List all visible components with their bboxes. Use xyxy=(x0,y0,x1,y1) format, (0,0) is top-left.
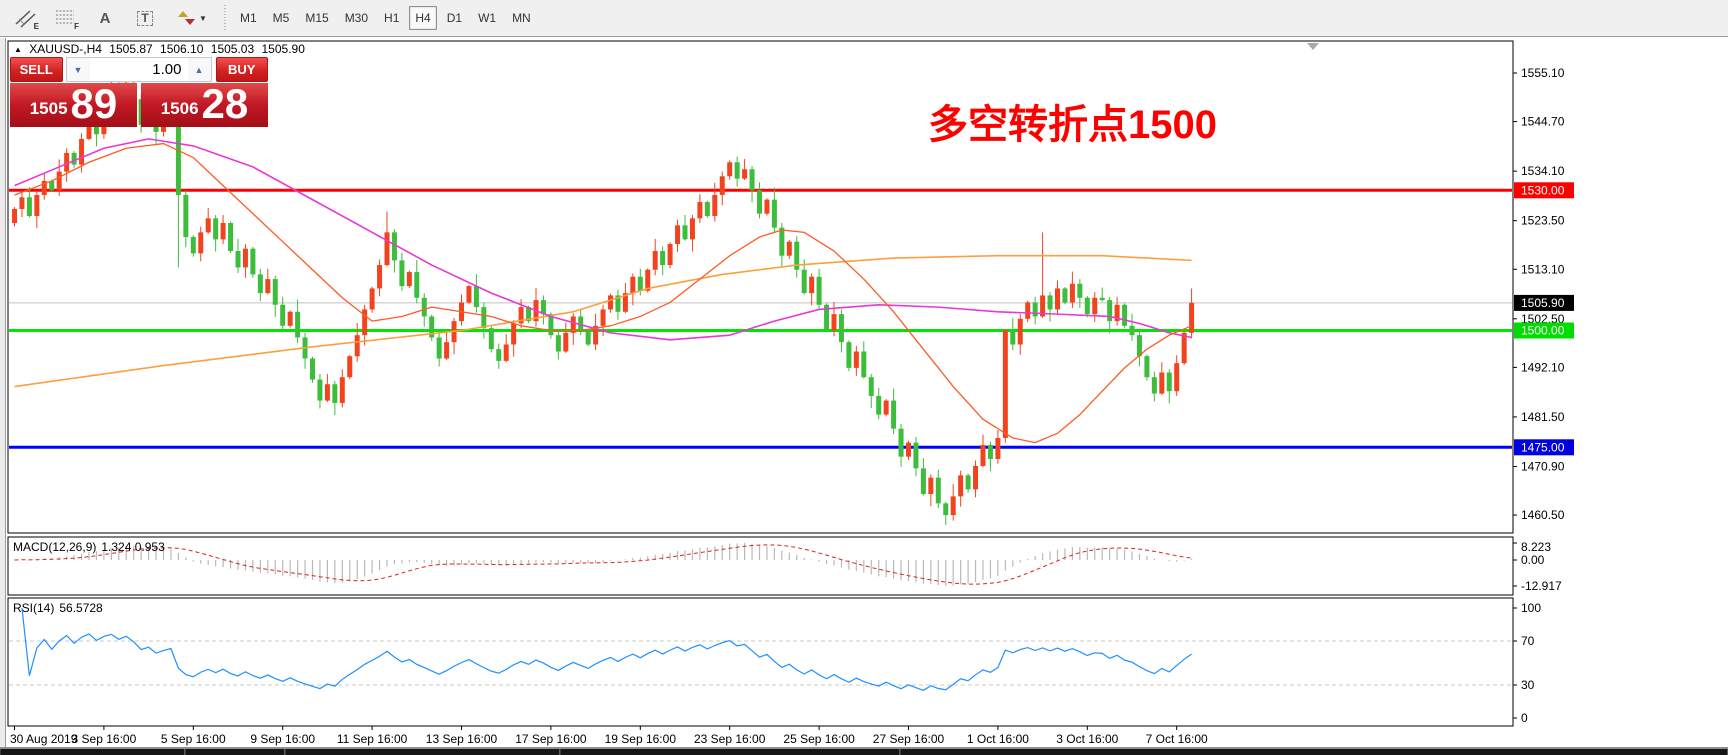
svg-text:1492.10: 1492.10 xyxy=(1521,360,1565,374)
arrows-icon[interactable]: ▼ xyxy=(170,5,214,31)
svg-text:7 Oct 16:00: 7 Oct 16:00 xyxy=(1146,732,1208,746)
window-left-edge xyxy=(0,38,6,748)
svg-text:1544.70: 1544.70 xyxy=(1521,115,1565,129)
svg-text:-12.917: -12.917 xyxy=(1521,579,1562,593)
bottom-dock-segment[interactable] xyxy=(285,749,560,755)
buy-price-base: 1506 xyxy=(160,99,199,118)
bottom-dock-segment[interactable] xyxy=(560,749,900,755)
toolbar: E F A T xyxy=(0,0,1728,37)
ohlc-open: 1505.87 xyxy=(109,42,153,56)
svg-text:1530.00: 1530.00 xyxy=(1521,183,1565,197)
svg-text:1475.00: 1475.00 xyxy=(1521,440,1565,454)
bottom-dock-bar xyxy=(0,747,1728,755)
text-box-icon[interactable]: T xyxy=(130,5,160,31)
svg-text:3 Sep 16:00: 3 Sep 16:00 xyxy=(72,732,137,746)
svg-text:100: 100 xyxy=(1521,601,1541,615)
svg-text:8.223: 8.223 xyxy=(1521,540,1551,554)
buy-price-pips: 28 xyxy=(201,80,249,127)
timeframe-m5[interactable]: M5 xyxy=(272,11,290,25)
toolbar-separator xyxy=(224,5,226,31)
svg-text:1500.00: 1500.00 xyxy=(1521,323,1565,337)
fibonacci-icon[interactable]: F xyxy=(50,5,80,31)
chart-header: ▲ XAUUSD-,H4 1505.87 1506.10 1505.03 150… xyxy=(14,42,309,56)
volume-stepper: ▼ ▲ xyxy=(65,57,212,82)
timeframe-m1[interactable]: M1 xyxy=(240,11,257,25)
bottom-dock-segment[interactable] xyxy=(185,749,285,755)
tool-sub-label: E xyxy=(33,22,39,31)
timeframe-m15[interactable]: M15 xyxy=(305,11,329,25)
bottom-dock-segment[interactable] xyxy=(900,749,1728,755)
ohlc-low: 1505.03 xyxy=(210,42,255,56)
tool-sub-label: F xyxy=(74,22,79,31)
rsi-label: RSI(14) 56.5728 xyxy=(13,601,108,615)
svg-text:0: 0 xyxy=(1521,711,1528,725)
timeframe-mn[interactable]: MN xyxy=(512,11,531,25)
collapse-arrow-icon[interactable]: ▲ xyxy=(14,45,22,54)
bottom-dock-segment[interactable] xyxy=(0,749,185,755)
timeframe-h1[interactable]: H1 xyxy=(384,11,400,25)
ohlc-high: 1506.10 xyxy=(160,42,204,56)
sell-button[interactable]: SELL xyxy=(10,57,63,82)
svg-text:9 Sep 16:00: 9 Sep 16:00 xyxy=(250,732,315,746)
volume-input[interactable] xyxy=(89,58,188,81)
svg-text:1505.90: 1505.90 xyxy=(1521,296,1565,310)
svg-text:1555.10: 1555.10 xyxy=(1521,66,1565,80)
svg-text:19 Sep 16:00: 19 Sep 16:00 xyxy=(605,732,677,746)
timeframe-m30[interactable]: M30 xyxy=(344,11,369,25)
svg-text:30: 30 xyxy=(1521,678,1535,692)
equidistant-channel-icon[interactable]: E xyxy=(10,5,40,31)
buy-button[interactable]: BUY xyxy=(215,57,268,82)
svg-text:17 Sep 16:00: 17 Sep 16:00 xyxy=(515,732,587,746)
dropdown-caret-icon[interactable]: ▼ xyxy=(199,13,207,23)
rsi-value: 56.5728 xyxy=(59,601,103,615)
sell-price-tile[interactable]: 1505 89 xyxy=(10,83,137,127)
svg-text:13 Sep 16:00: 13 Sep 16:00 xyxy=(426,732,498,746)
svg-text:30 Aug 2019: 30 Aug 2019 xyxy=(10,732,78,746)
svg-text:1481.50: 1481.50 xyxy=(1521,410,1565,424)
timeframe-w1[interactable]: W1 xyxy=(478,11,497,25)
one-click-trade-panel: SELL ▼ ▲ BUY 1505 89 1506 28 xyxy=(10,57,268,127)
svg-text:23 Sep 16:00: 23 Sep 16:00 xyxy=(694,732,766,746)
svg-text:25 Sep 16:00: 25 Sep 16:00 xyxy=(783,732,855,746)
macd-values: 1.324 0.953 xyxy=(101,540,165,554)
svg-text:0.00: 0.00 xyxy=(1521,553,1545,567)
svg-text:1470.90: 1470.90 xyxy=(1521,459,1565,473)
macd-label: MACD(12,26,9) 1.324 0.953 xyxy=(13,540,170,554)
text-label-icon[interactable]: A xyxy=(99,9,111,27)
buy-price-tile[interactable]: 1506 28 xyxy=(141,83,268,127)
svg-text:1460.50: 1460.50 xyxy=(1521,508,1565,522)
ohlc-close: 1505.90 xyxy=(261,42,305,56)
timeframe-d1[interactable]: D1 xyxy=(446,11,463,25)
svg-text:5 Sep 16:00: 5 Sep 16:00 xyxy=(161,732,226,746)
volume-decrease-button[interactable]: ▼ xyxy=(66,58,90,81)
volume-increase-button[interactable]: ▲ xyxy=(187,58,211,81)
svg-text:1513.10: 1513.10 xyxy=(1521,262,1565,276)
timeframe-group: M1 M5 M15 M30 H1 H4 D1 W1 MN xyxy=(234,6,537,30)
drawing-tools-group: E F A T xyxy=(0,5,214,31)
macd-name: MACD(12,26,9) xyxy=(13,540,97,554)
timeframe-h4[interactable]: H4 xyxy=(409,6,437,30)
svg-text:1534.10: 1534.10 xyxy=(1521,164,1565,178)
svg-text:1523.50: 1523.50 xyxy=(1521,214,1565,228)
sell-price-base: 1505 xyxy=(29,99,68,118)
sell-price-pips: 89 xyxy=(70,80,118,127)
svg-text:1 Oct 16:00: 1 Oct 16:00 xyxy=(967,732,1029,746)
svg-text:11 Sep 16:00: 11 Sep 16:00 xyxy=(337,732,408,746)
svg-text:27 Sep 16:00: 27 Sep 16:00 xyxy=(873,732,945,746)
svg-text:70: 70 xyxy=(1521,634,1535,648)
chart-annotation-text: 多空转折点1500 xyxy=(928,103,1217,147)
rsi-name: RSI(14) xyxy=(13,601,55,615)
svg-text:3 Oct 16:00: 3 Oct 16:00 xyxy=(1056,732,1118,746)
symbol-label: XAUUSD-,H4 xyxy=(29,42,102,56)
svg-text:1502.50: 1502.50 xyxy=(1521,312,1565,326)
